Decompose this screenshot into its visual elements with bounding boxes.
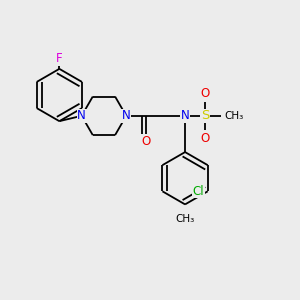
- Text: Cl: Cl: [192, 185, 204, 198]
- Text: CH₃: CH₃: [224, 111, 244, 121]
- Text: F: F: [56, 52, 63, 65]
- Text: O: O: [201, 132, 210, 145]
- Text: CH₃: CH₃: [176, 214, 195, 224]
- Text: N: N: [122, 109, 130, 122]
- Text: N: N: [77, 109, 86, 122]
- Text: O: O: [201, 87, 210, 100]
- Text: O: O: [142, 135, 151, 148]
- Text: N: N: [181, 109, 189, 122]
- Text: S: S: [201, 109, 209, 122]
